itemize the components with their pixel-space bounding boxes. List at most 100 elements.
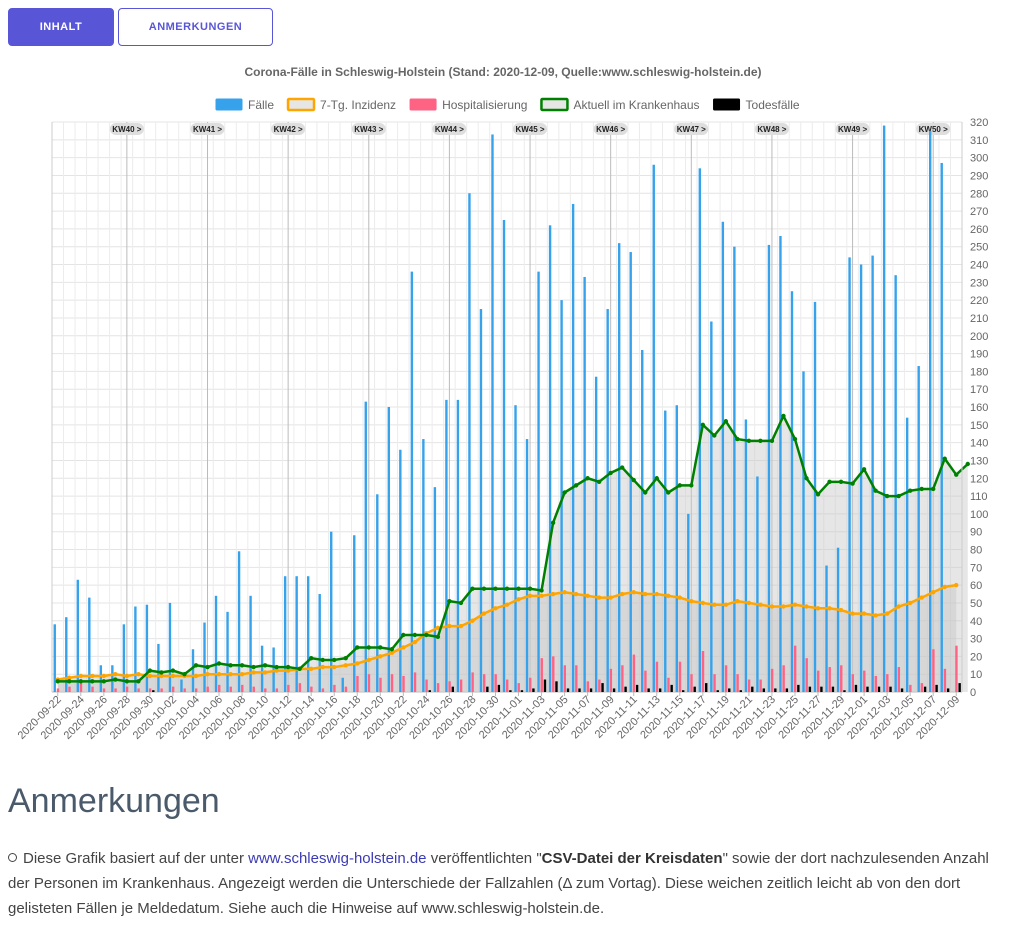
y-tick-label: 310 — [970, 135, 988, 147]
week-marker-label: KW44 > — [435, 125, 464, 134]
krankenhaus-point — [332, 657, 337, 663]
cases-bar — [180, 679, 183, 692]
cases-bar — [617, 243, 621, 692]
krankenhaus-point — [343, 655, 348, 661]
hospitalisierung-bar — [310, 686, 313, 692]
krankenhaus-point — [746, 438, 752, 444]
krankenhaus-point — [159, 670, 164, 675]
krankenhaus-point — [631, 477, 636, 483]
hospitalisierung-bar — [275, 688, 279, 692]
krankenhaus-point — [527, 586, 533, 591]
inzidenz-point — [332, 664, 337, 670]
krankenhaus-point — [378, 645, 383, 650]
week-marker-label: KW50 > — [919, 125, 948, 134]
cases-bar — [756, 476, 759, 692]
week-marker-label: KW42 > — [274, 125, 303, 134]
y-tick-label: 100 — [970, 509, 988, 521]
week-marker-bg — [190, 123, 225, 135]
y-tick-label: 120 — [970, 473, 988, 485]
todesfaelle-bar — [451, 686, 455, 692]
krankenhaus-point — [942, 456, 947, 461]
cases-bar — [710, 321, 713, 692]
inzidenz-point — [666, 593, 671, 599]
inzidenz-area — [57, 585, 957, 692]
cases-bar — [468, 193, 471, 692]
cases-bar — [145, 604, 149, 692]
krankenhaus-point — [608, 470, 613, 476]
source-link[interactable]: www.schleswig-holstein.de — [248, 850, 427, 867]
inzidenz-point — [677, 595, 682, 600]
todesfaelle-bar — [705, 683, 708, 692]
cases-bar — [929, 130, 932, 692]
note-bold-text: CSV-Datei der Kreisdaten — [541, 850, 723, 867]
krankenhaus-point — [539, 588, 544, 593]
todesfaelle-bar — [566, 688, 570, 692]
krankenhaus-point — [136, 679, 141, 684]
todesfaelle-bar — [762, 688, 766, 692]
todesfaelle-bar — [820, 686, 823, 692]
inzidenz-point — [689, 598, 694, 604]
hospitalisierung-bar — [287, 684, 290, 692]
cases-bar — [560, 300, 563, 692]
krankenhaus-point — [712, 433, 717, 438]
hospitalisierung-bar — [264, 688, 267, 692]
legend-label-3: Aktuell im Krankenhaus — [573, 98, 699, 112]
hospitalisierung-bar — [540, 658, 543, 692]
inzidenz-point — [355, 661, 360, 666]
todesfaelle-bar — [520, 690, 524, 692]
krankenhaus-point — [677, 483, 682, 488]
krankenhaus-point — [804, 476, 809, 481]
todesfaelle-bar — [555, 681, 558, 692]
cases-bar — [283, 576, 287, 692]
hospitalisierung-bar — [909, 684, 912, 692]
krankenhaus-point — [493, 586, 498, 591]
inzidenz-point — [723, 602, 729, 607]
todesfaelle-bar — [578, 688, 581, 692]
inzidenz-point — [827, 606, 832, 611]
krankenhaus-point — [228, 663, 233, 668]
y-tick-label: 10 — [970, 669, 982, 681]
tab-inhalt[interactable]: INHALT — [8, 8, 114, 46]
hospitalisierung-bar — [252, 686, 255, 692]
inzidenz-point — [654, 591, 659, 597]
cases-bar — [272, 647, 275, 692]
cases-bar — [306, 576, 310, 692]
y-tick-label: 140 — [970, 438, 988, 450]
cases-bar — [237, 551, 241, 692]
hospitalisierung-bar — [206, 686, 209, 692]
week-marker-bg — [835, 123, 870, 135]
inzidenz-point — [931, 590, 936, 595]
hospitalisierung-bar — [459, 679, 463, 692]
inzidenz-point — [205, 671, 210, 677]
y-tick-label: 230 — [970, 277, 988, 289]
tab-bar: INHALT ANMERKUNGEN — [8, 8, 273, 46]
cases-bar — [387, 407, 391, 692]
y-tick-label: 290 — [970, 170, 988, 182]
cases-bar — [456, 399, 460, 692]
krankenhaus-point — [758, 438, 763, 444]
todesfaelle-bar — [497, 684, 501, 692]
todesfaelle-bar — [797, 684, 800, 692]
krankenhaus-point — [562, 490, 567, 495]
inzidenz-point — [378, 654, 383, 659]
y-tick-label: 90 — [970, 527, 982, 539]
todesfaelle-bar — [774, 688, 777, 692]
todesfaelle-bar — [946, 688, 950, 692]
krankenhaus-point — [504, 586, 510, 591]
todesfaelle-bar — [509, 690, 512, 692]
note-text-3: " sowie der dort nachzulesenden Anzahl d… — [8, 850, 989, 917]
krankenhaus-point — [170, 668, 176, 673]
hospitalisierung-bar — [125, 686, 129, 692]
tab-anmerkungen[interactable]: ANMERKUNGEN — [118, 8, 273, 46]
inzidenz-point — [712, 602, 717, 607]
week-marker-label: KW49 > — [838, 125, 867, 134]
hospitalisierung-bar — [586, 681, 590, 692]
inzidenz-point — [562, 590, 567, 595]
krankenhaus-point — [792, 436, 798, 442]
hospitalisierung-bar — [506, 679, 509, 692]
todesfaelle-bar — [647, 688, 650, 692]
inzidenz-point — [573, 591, 579, 597]
y-tick-label: 20 — [970, 651, 982, 663]
hospitalisierung-bar — [943, 668, 947, 692]
inzidenz-point — [735, 598, 740, 604]
